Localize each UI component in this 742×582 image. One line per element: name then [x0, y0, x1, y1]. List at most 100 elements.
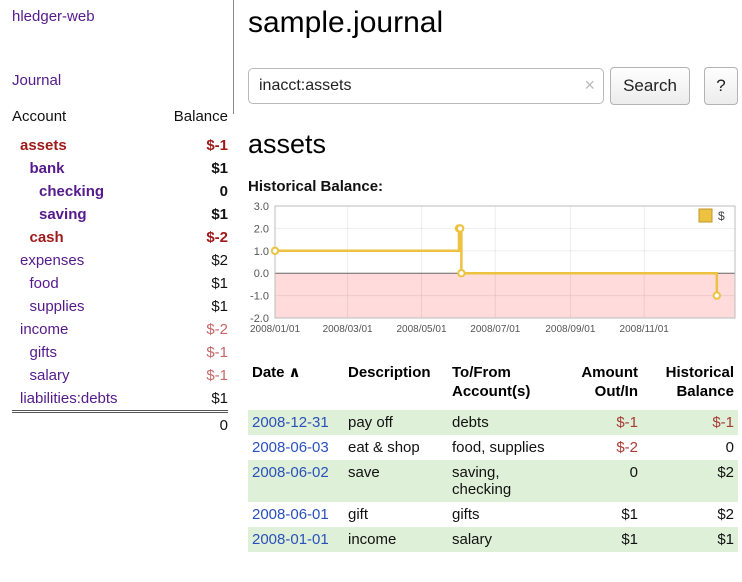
account-link[interactable]: liabilities:debts	[20, 390, 118, 407]
sidebar-divider	[233, 0, 234, 114]
transaction-amount: 0	[629, 463, 638, 481]
account-balance: $-1	[206, 137, 228, 154]
clear-search-icon[interactable]: ×	[584, 75, 595, 95]
register-row: 2008-06-02 save saving, checking 0 $2	[248, 459, 738, 502]
date-sort-caret-icon[interactable]: ∧	[288, 364, 301, 381]
transaction-amount: $-1	[616, 413, 638, 431]
transaction-accounts: salary	[452, 530, 493, 548]
app-title: hledger-web	[12, 8, 228, 26]
transaction-date-link[interactable]: 2008-06-01	[252, 505, 329, 523]
register-column-accounts: To/From Account(s)	[452, 364, 531, 400]
account-link[interactable]: expenses	[20, 252, 85, 269]
svg-text:2008/01/01: 2008/01/01	[250, 324, 300, 335]
svg-text:2008/07/01: 2008/07/01	[470, 324, 520, 335]
transaction-accounts: gifts	[452, 505, 480, 523]
svg-text:-2.0: -2.0	[250, 313, 269, 325]
svg-text:-1.0: -1.0	[250, 291, 269, 303]
register-column-balance: Historical Balance	[665, 364, 734, 400]
account-row: income $-2	[12, 318, 228, 341]
transaction-date-link[interactable]: 2008-06-03	[252, 438, 329, 456]
chart-legend-label: $	[718, 209, 725, 223]
svg-text:0.0: 0.0	[254, 268, 269, 280]
page-title: sample.journal	[248, 6, 444, 39]
account-row: food $1	[12, 272, 229, 295]
account-row: bank $1	[12, 157, 229, 180]
account-link[interactable]: assets	[20, 137, 67, 154]
transaction-accounts: food, supplies	[452, 438, 545, 456]
register-column-amount: Amount Out/In	[581, 364, 638, 400]
transaction-balance: $2	[717, 505, 734, 523]
transaction-amount: $-2	[616, 438, 638, 456]
account-link[interactable]: bank	[29, 160, 65, 177]
svg-text:2008/05/01: 2008/05/01	[396, 324, 446, 335]
chart-title: Historical Balance:	[248, 178, 384, 195]
accounts-column-balance: Balance	[173, 108, 228, 125]
sidebar-nav: Journal	[12, 72, 228, 90]
transaction-date-link[interactable]: 2008-12-31	[252, 413, 329, 431]
main-content: sample.journal × Search ? assets Histori…	[248, 0, 738, 552]
transaction-date-link[interactable]: 2008-01-01	[252, 530, 329, 548]
transaction-amount: $1	[621, 530, 638, 548]
sidebar-journal-link[interactable]: Journal	[12, 72, 62, 89]
transaction-description: income	[348, 530, 397, 548]
accounts-table: Account Balance assets $-1 bank $1 check…	[12, 106, 228, 437]
accounts-grand-total: 0	[154, 410, 228, 437]
account-link[interactable]: cash	[29, 229, 64, 246]
transaction-amount: $1	[621, 505, 638, 523]
register-row: 2008-01-01 income salary $1 $1	[248, 526, 738, 552]
account-link[interactable]: food	[29, 275, 59, 292]
account-link[interactable]: gifts	[29, 344, 58, 361]
transaction-balance: $-1	[712, 413, 734, 431]
search-input[interactable]	[248, 68, 604, 104]
svg-text:2008/03/01: 2008/03/01	[323, 324, 373, 335]
transaction-description: pay off	[348, 413, 393, 431]
transaction-accounts: debts	[452, 413, 489, 431]
account-balance: $1	[211, 206, 228, 223]
historical-balance-chart: $3.0 2.0 1.0 0.0 -1.0 -2.0 2008/01/01 2008/03/0…	[248, 201, 738, 344]
help-button[interactable]: ?	[704, 67, 738, 105]
account-link[interactable]: salary	[29, 367, 70, 384]
app-title-link[interactable]: hledger-web	[12, 8, 95, 25]
register-row: 2008-06-03 eat & shop food, supplies $-2…	[248, 435, 738, 460]
account-link[interactable]: checking	[39, 183, 105, 200]
account-balance: $1	[211, 298, 228, 315]
account-balance: $-2	[206, 229, 228, 246]
account-row: liabilities:debts $1	[12, 387, 228, 412]
account-row: checking 0	[12, 180, 228, 203]
register-column-description: Description	[348, 364, 431, 381]
transaction-date-link[interactable]: 2008-06-02	[252, 463, 329, 481]
account-balance: $1	[211, 275, 228, 292]
accounts-header-row: Account Balance	[12, 106, 228, 134]
account-row: expenses $2	[12, 249, 228, 272]
accounts-total-row: 0	[12, 410, 228, 437]
register-row: 2008-12-31 pay off debts $-1 $-1	[248, 409, 738, 435]
svg-text:2008/09/01: 2008/09/01	[545, 324, 595, 335]
account-balance: $1	[211, 390, 228, 407]
transaction-description: gift	[348, 505, 369, 523]
register-header-row: Date ∧ Description To/From Account(s) Amo…	[248, 364, 738, 410]
transaction-balance: 0	[725, 438, 734, 456]
account-link[interactable]: supplies	[29, 298, 85, 315]
account-balance: $-1	[206, 344, 228, 361]
account-link[interactable]: income	[20, 321, 69, 338]
search-input-wrap: ×	[248, 68, 604, 104]
accounts-column-account: Account	[12, 108, 67, 125]
search-button[interactable]: Search	[610, 67, 690, 105]
transaction-description: save	[348, 463, 380, 481]
register-row: 2008-06-01 gift gifts $1 $2	[248, 502, 738, 527]
transaction-balance: $2	[717, 463, 734, 481]
account-row: cash $-2	[12, 226, 229, 249]
account-row: saving $1	[12, 203, 228, 226]
account-row: assets $-1	[12, 134, 228, 157]
svg-text:2.0: 2.0	[254, 223, 269, 235]
account-balance: $2	[211, 252, 228, 269]
register-table: Date ∧ Description To/From Account(s) Amo…	[248, 364, 738, 552]
transaction-balance: $1	[717, 530, 734, 548]
account-balance: $1	[211, 160, 228, 177]
transaction-description: eat & shop	[348, 438, 420, 456]
account-link[interactable]: saving	[39, 206, 87, 223]
svg-text:1.0: 1.0	[254, 246, 269, 258]
account-balance: $-2	[206, 321, 228, 338]
